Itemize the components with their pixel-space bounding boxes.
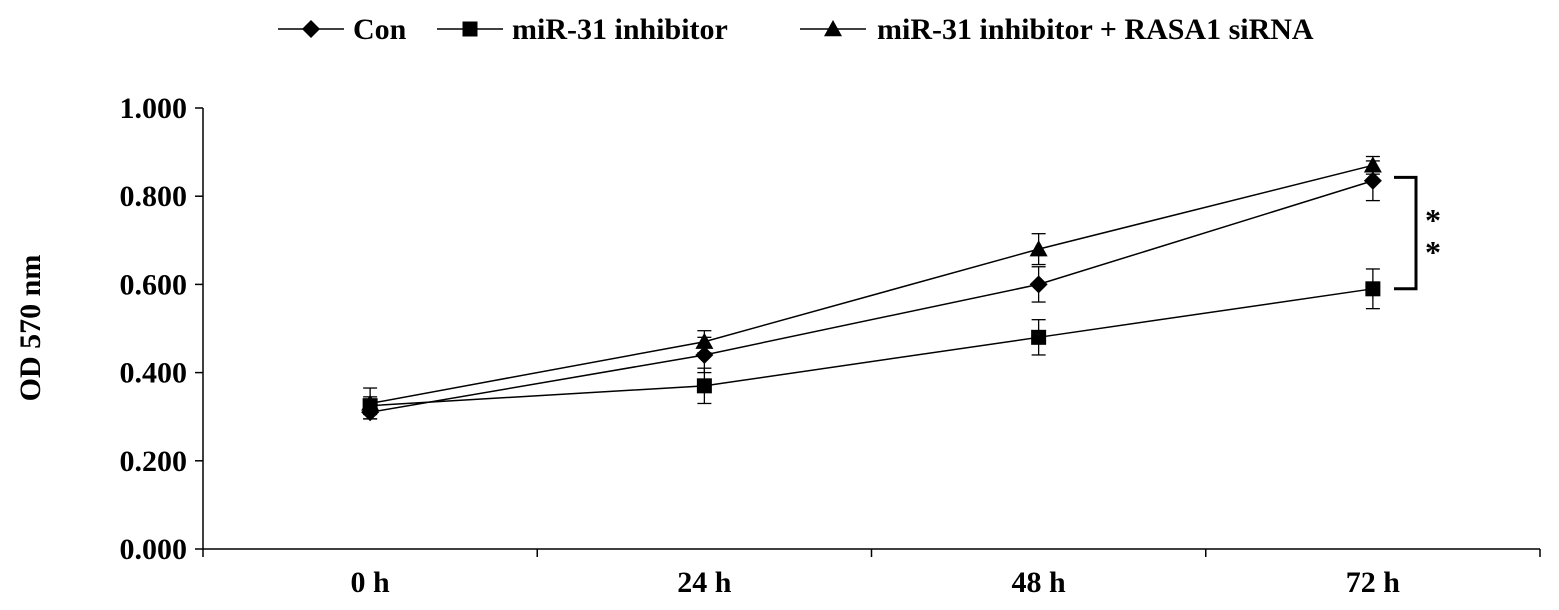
data-point-diamond bbox=[1029, 275, 1048, 294]
significance-bracket bbox=[1394, 175, 1418, 291]
data-point-square bbox=[1365, 281, 1381, 297]
y-tick-label: 0.800 bbox=[120, 180, 188, 213]
series-line-square bbox=[370, 288, 1373, 407]
data-point-triangle bbox=[361, 394, 380, 411]
data-point-triangle bbox=[695, 332, 714, 349]
significance-marker: * bbox=[1425, 202, 1441, 238]
x-tick-label: 24 h bbox=[677, 566, 732, 599]
y-tick-label: 0.600 bbox=[120, 268, 188, 301]
legend-marker-triangle bbox=[824, 20, 842, 37]
y-axis-label: OD 570 nm bbox=[14, 255, 47, 402]
legend-label: Con bbox=[353, 13, 407, 46]
legend-label: miR-31 inhibitor + RASA1 siRNA bbox=[877, 13, 1314, 46]
y-tick-label: 0.400 bbox=[120, 357, 188, 390]
legend-label: miR-31 inhibitor bbox=[512, 13, 728, 46]
x-tick-label: 48 h bbox=[1012, 566, 1067, 599]
data-point-square bbox=[1031, 329, 1047, 345]
axes: 0.000 0.200 0.400 0.600 0.800 1.000 0 h 24 h 48 … bbox=[120, 92, 1541, 599]
x-tick-label: 0 h bbox=[351, 566, 391, 599]
significance-annotation: ** bbox=[1394, 175, 1441, 291]
data-point-triangle bbox=[1363, 156, 1382, 173]
legend: Con miR-31 inhibitor miR-31 inhibitor + RA… bbox=[278, 13, 1314, 46]
data-point-square bbox=[696, 378, 712, 394]
significance-marker: * bbox=[1425, 234, 1441, 270]
plot-area bbox=[361, 155, 1382, 422]
y-tick-label: 0.000 bbox=[120, 533, 188, 566]
y-tick-label: 0.200 bbox=[120, 445, 188, 478]
data-point-diamond bbox=[695, 345, 714, 364]
y-tick-label: 1.000 bbox=[120, 92, 188, 125]
series-line-triangle bbox=[369, 164, 1374, 405]
series-line-diamond bbox=[369, 180, 1374, 414]
x-tick-label: 72 h bbox=[1346, 566, 1401, 599]
legend-marker-square bbox=[462, 21, 478, 37]
data-point-triangle bbox=[1029, 240, 1048, 257]
legend-marker-diamond bbox=[302, 20, 320, 38]
data-point-diamond bbox=[1363, 171, 1382, 190]
